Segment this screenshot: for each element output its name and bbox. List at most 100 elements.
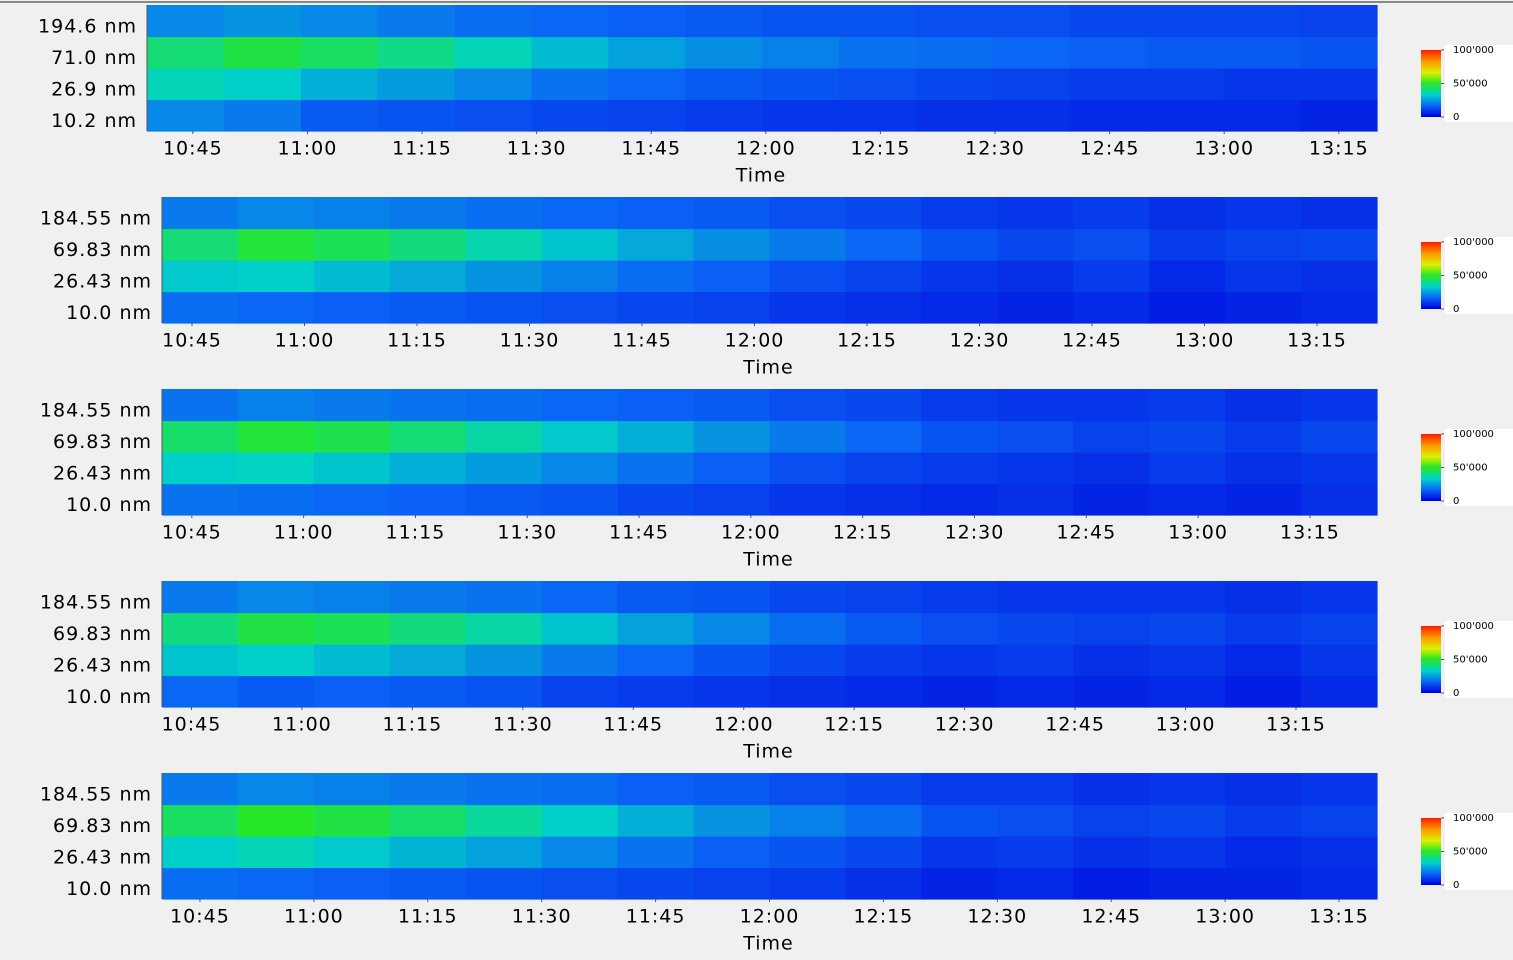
heatmap-cell: [1225, 197, 1302, 230]
heatmap-cell: [313, 675, 391, 708]
heatmap-cell: [997, 804, 1074, 837]
heatmap-cell: [389, 675, 467, 708]
heatmap-cell: [769, 197, 847, 230]
heatmap-cell: [693, 228, 771, 261]
x-tick-label: 11:00: [278, 138, 338, 160]
colorbar-panel: [1445, 621, 1513, 698]
heatmap-cell: [389, 644, 467, 677]
x-tick-label: 11:15: [386, 522, 446, 544]
x-tick-label: 13:00: [1168, 522, 1228, 544]
y-tick-label: 10.0 nm: [66, 878, 152, 900]
heatmap-cell: [921, 197, 998, 230]
heatmap-cell: [237, 612, 315, 645]
heatmap-cell: [1149, 644, 1226, 677]
y-tick-label: 71.0 nm: [51, 47, 137, 69]
heatmap-cell: [377, 99, 456, 132]
x-tick-label: 11:15: [382, 714, 442, 736]
heatmap-cell: [541, 675, 619, 708]
x-tick-label: 11:45: [612, 330, 672, 352]
heatmap-cell: [845, 804, 922, 837]
heatmap-cell: [162, 260, 239, 293]
x-tick-label: 11:00: [284, 906, 344, 928]
heatmap-cell: [769, 644, 847, 677]
heatmap-cell: [223, 99, 302, 132]
heatmap-cell: [465, 452, 543, 485]
heatmap-cell: [997, 452, 1074, 485]
heatmap-cell: [769, 581, 847, 614]
heatmap-cell: [838, 68, 917, 101]
heatmap-cell: [1149, 675, 1226, 708]
heatmap-cell: [313, 197, 391, 230]
heatmap-cell: [313, 483, 391, 516]
x-tick-label: 12:45: [1045, 714, 1105, 736]
heatmap-cell: [541, 804, 619, 837]
heatmap-cell: [237, 389, 315, 422]
x-tick-label: 12:30: [950, 330, 1010, 352]
x-tick-label: 12:00: [725, 330, 785, 352]
heatmap-cell: [313, 420, 391, 453]
colorbar-panel: [1445, 429, 1513, 506]
heatmap-cell: [465, 867, 543, 900]
heatmap-cell: [997, 581, 1074, 614]
heatmap-cell: [237, 773, 315, 806]
heatmap-cell: [389, 420, 467, 453]
heatmap-cell: [237, 197, 315, 230]
x-tick-label: 13:15: [1309, 138, 1369, 160]
heatmap-cell: [693, 773, 771, 806]
heatmap-cell: [1301, 483, 1378, 516]
x-tick-label: 12:30: [945, 522, 1005, 544]
heatmap-cell: [1301, 867, 1378, 900]
heatmap-cell: [465, 644, 543, 677]
heatmap-cell: [1301, 228, 1378, 261]
heatmap-cell: [762, 68, 840, 101]
heatmap-cell: [693, 612, 771, 645]
heatmap-cell: [769, 675, 847, 708]
heatmap-cell: [389, 836, 467, 869]
heatmap-cell: [313, 612, 391, 645]
x-tick-label: 12:45: [1080, 138, 1140, 160]
heatmap-cell: [845, 389, 922, 422]
heatmap-cell: [1301, 452, 1378, 485]
heatmap-cell: [541, 452, 619, 485]
heatmap-cell: [162, 867, 239, 900]
heatmap-cell: [1149, 228, 1226, 261]
heatmap-cell: [617, 612, 695, 645]
colorbar-panel: [1445, 813, 1513, 890]
x-tick-label: 11:45: [603, 714, 663, 736]
heatmap-cell: [1223, 99, 1301, 132]
heatmap-cell: [237, 420, 315, 453]
heatmap-cell: [223, 5, 302, 38]
x-tick-label: 10:45: [163, 138, 223, 160]
colorbar-tick-label: 50'000: [1453, 79, 1488, 90]
x-axis-label: Time: [735, 165, 787, 187]
heatmap-cell: [921, 644, 998, 677]
heatmap-cell: [762, 36, 840, 69]
colorbar-tick-label: 50'000: [1453, 655, 1488, 666]
heatmap-cell: [921, 260, 998, 293]
heatmap-cell: [1073, 197, 1150, 230]
heatmap-cell: [1073, 452, 1150, 485]
heatmap-cell: [693, 867, 771, 900]
heatmap-cell: [465, 836, 543, 869]
heatmap-cell: [389, 260, 467, 293]
x-tick-label: 11:15: [387, 330, 447, 352]
heatmap-cell: [541, 483, 619, 516]
heatmap-cell: [223, 68, 302, 101]
x-tick-label: 11:30: [512, 906, 572, 928]
heatmap-cell: [313, 291, 391, 324]
heatmap-cell: [845, 228, 922, 261]
y-tick-label: 10.0 nm: [66, 686, 152, 708]
heatmap-cell: [921, 389, 998, 422]
heatmap-cell: [769, 612, 847, 645]
colorbar-tick-label: 50'000: [1453, 463, 1488, 474]
heatmap-cell: [769, 291, 847, 324]
heatmap-cell: [1149, 483, 1226, 516]
colorbar-tick-label: 0: [1453, 304, 1459, 315]
heatmap-cell: [1301, 291, 1378, 324]
heatmap-cell: [1301, 675, 1378, 708]
heatmap-cell: [769, 773, 847, 806]
heatmap-cell: [693, 197, 771, 230]
heatmap-cell: [531, 36, 609, 69]
heatmap-cell: [162, 452, 239, 485]
heatmap-cell: [162, 197, 239, 230]
